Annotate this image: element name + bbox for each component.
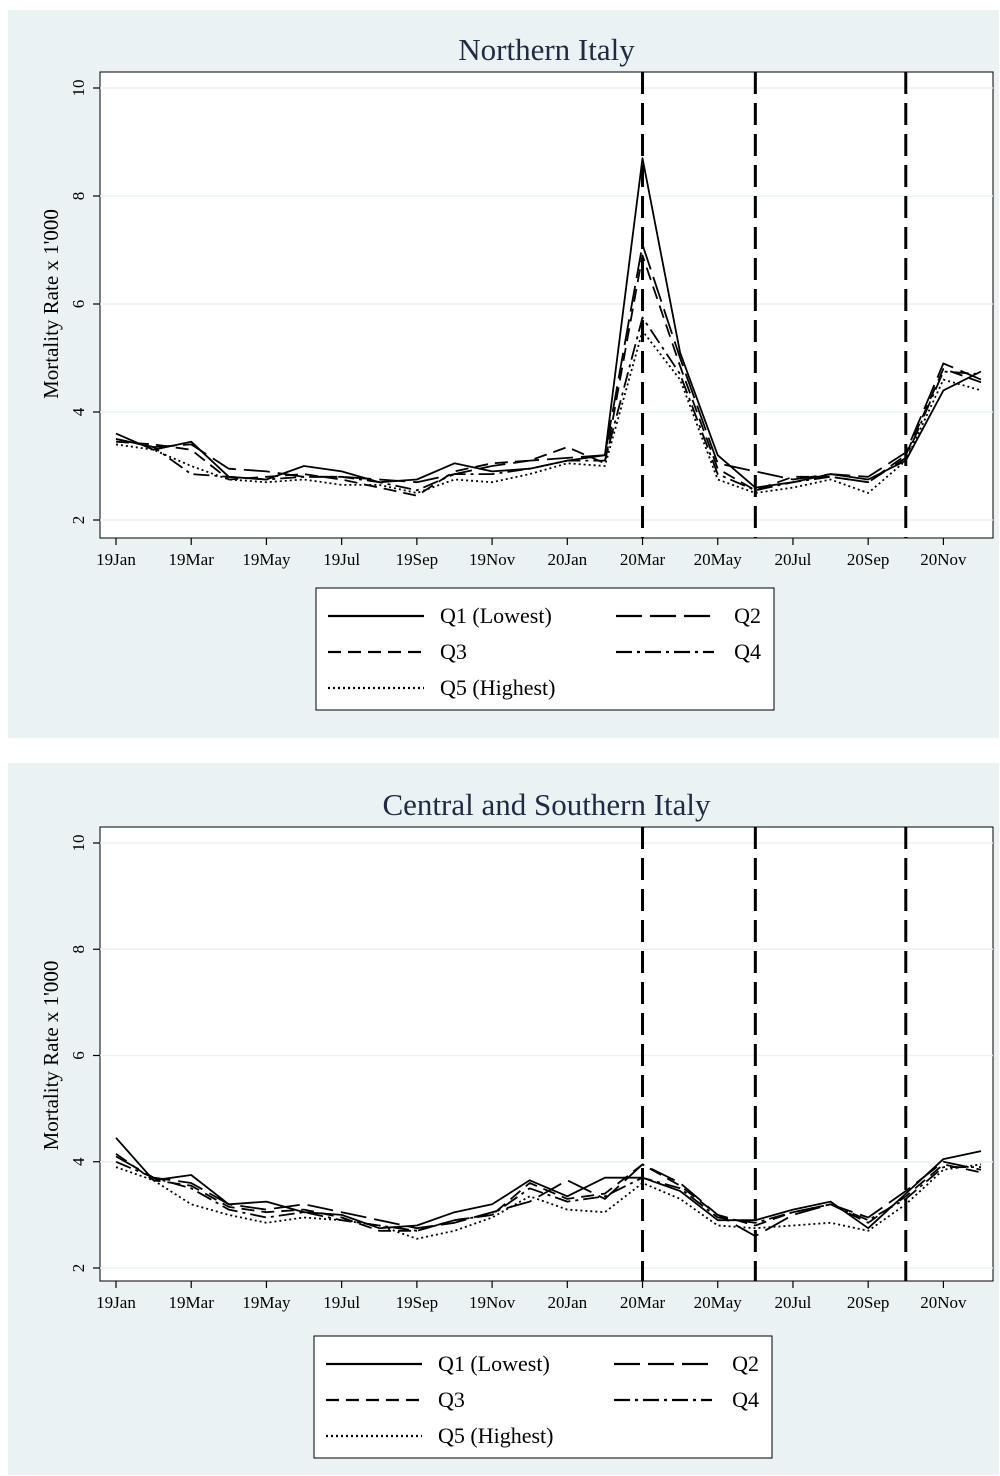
x-tick-label: 19Sep	[396, 550, 439, 569]
legend-label-q1: Q1 (Lowest)	[438, 1351, 550, 1376]
chart-panel-northern-italy: Northern Italy 2 4 6 8 10 Mortality Rate x 1'0…	[8, 10, 999, 738]
x-tick-label: 20Mar	[620, 550, 666, 569]
x-tick-label: 19Mar	[169, 550, 215, 569]
series-line-q5	[115, 330, 982, 494]
chart-northern-italy: Northern Italy 2 4 6 8 10 Mortality Rate x 1'0…	[39, 32, 994, 711]
chart-title: Central and Southern Italy	[383, 787, 711, 822]
x-tick-label: 19May	[242, 1293, 291, 1312]
x-tick-label: 20May	[694, 1293, 743, 1312]
plot-area	[99, 826, 994, 1282]
x-tick-label: 20May	[694, 550, 743, 569]
x-tick-label: 19Jan	[96, 550, 136, 569]
legend-label-q3: Q3	[440, 639, 467, 664]
x-tick-label: 20Jul	[775, 1293, 812, 1312]
x-tick-label: 19Sep	[396, 1293, 439, 1312]
x-tick-label: 19Jan	[96, 1293, 136, 1312]
y-tick-label: 6	[69, 1051, 88, 1060]
y-tick-label: 8	[69, 945, 88, 954]
x-tick-label: 20Nov	[920, 550, 967, 569]
x-tick-label: 20Jan	[547, 1293, 587, 1312]
x-tick-label: 19Jul	[323, 550, 360, 569]
x-tick-label: 20Sep	[847, 550, 890, 569]
x-tick-label: 20Sep	[847, 1293, 890, 1312]
y-tick-label: 8	[69, 192, 88, 201]
legend-label-q2: Q2	[732, 1351, 759, 1376]
x-tick-label: 19Nov	[469, 550, 516, 569]
legend	[315, 587, 775, 711]
legend	[313, 1335, 773, 1459]
x-tick-label: 19Mar	[169, 1293, 215, 1312]
y-tick-label: 10	[69, 80, 88, 97]
y-tick-label: 4	[69, 407, 88, 416]
legend-label-q5: Q5 (Highest)	[438, 1423, 553, 1448]
legend-label-q4: Q4	[734, 639, 761, 664]
legend-label-q2: Q2	[734, 603, 761, 628]
x-tick-label: 19Nov	[469, 1293, 516, 1312]
chart-title: Northern Italy	[458, 32, 635, 67]
y-tick-label: 4	[69, 1157, 88, 1166]
x-tick-label: 20Jan	[547, 550, 587, 569]
y-axis-title: Mortality Rate x 1'000	[39, 209, 63, 399]
legend-label-q1: Q1 (Lowest)	[440, 603, 552, 628]
series-line-q4	[115, 1160, 981, 1232]
legend-label-q5: Q5 (Highest)	[440, 675, 555, 700]
x-tick-label: 19May	[242, 550, 291, 569]
legend-label-q4: Q4	[732, 1387, 759, 1412]
y-axis-title: Mortality Rate x 1'000	[39, 961, 63, 1151]
y-tick-label: 10	[69, 835, 88, 852]
y-tick-label: 2	[69, 1264, 88, 1273]
plot-area	[99, 71, 994, 539]
x-tick-label: 20Nov	[920, 1293, 967, 1312]
y-tick-label: 2	[69, 516, 88, 525]
legend-label-q3: Q3	[438, 1387, 465, 1412]
chart-panel-central-southern-italy: Central and Southern Italy 2 4 6 8 10 Mortalit…	[8, 763, 999, 1475]
y-tick-label: 6	[69, 300, 88, 309]
series-line-q4	[115, 316, 982, 492]
x-tick-label: 19Jul	[323, 1293, 360, 1312]
x-tick-label: 20Jul	[775, 550, 812, 569]
x-tick-label: 20Mar	[620, 1293, 666, 1312]
series-line-q2	[115, 243, 982, 484]
chart-central-southern-italy: Central and Southern Italy 2 4 6 8 10 Mortalit…	[39, 787, 994, 1459]
series-line-q5	[115, 1163, 982, 1240]
